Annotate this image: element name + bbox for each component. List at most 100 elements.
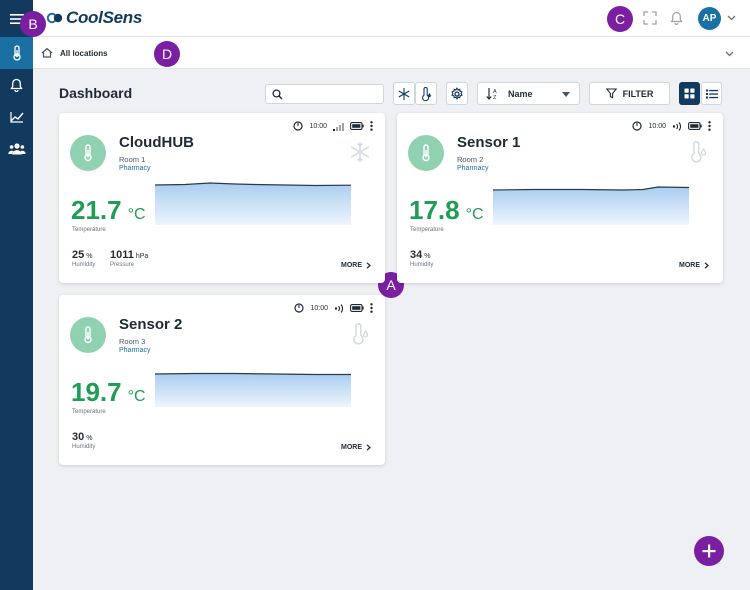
humidity-unit: % <box>86 253 93 260</box>
fullscreen-icon[interactable] <box>643 11 657 25</box>
thermometer-icon <box>84 326 92 344</box>
bell-icon <box>10 78 23 92</box>
more-link[interactable]: MORE <box>679 262 709 269</box>
more-label: MORE <box>341 444 362 451</box>
sidebar <box>0 0 33 590</box>
filter-button[interactable]: FILTER <box>589 82 670 105</box>
more-vertical-icon[interactable] <box>708 121 711 131</box>
list-icon <box>705 89 718 98</box>
grid-icon <box>684 88 695 99</box>
clock-icon <box>293 121 304 131</box>
more-label: MORE <box>341 262 362 269</box>
radio-wave-icon <box>672 121 682 131</box>
more-link[interactable]: MORE <box>341 444 371 451</box>
last-update-time: 10:00 <box>310 304 328 312</box>
sensor-name: Sensor 2 <box>119 316 183 333</box>
more-link[interactable]: MORE <box>341 262 371 269</box>
snowflake-icon <box>350 142 370 162</box>
sensor-room: Room 3 <box>119 337 146 346</box>
humidity-value: 25 <box>72 249 85 261</box>
humidity-metric: 30% Humidity <box>72 431 95 450</box>
sensor-site[interactable]: Pharmacy <box>119 347 151 354</box>
sensor-site[interactable]: Pharmacy <box>457 165 489 172</box>
chevron-down-icon[interactable] <box>727 15 736 21</box>
humidity-label: Humidity <box>72 262 96 268</box>
menu-icon <box>9 13 24 24</box>
search-icon <box>272 89 283 100</box>
settings-button[interactable] <box>446 82 468 105</box>
menu-button[interactable] <box>0 0 33 37</box>
sensor-name: Sensor 1 <box>457 134 521 151</box>
sidebar-item-reports[interactable] <box>0 101 33 133</box>
home-icon[interactable] <box>41 47 53 58</box>
last-update-time: 10:00 <box>309 122 327 130</box>
more-label: MORE <box>679 262 700 269</box>
humidity-unit: % <box>86 435 93 442</box>
sensor-name: CloudHUB <box>119 134 194 151</box>
sidebar-item-alerts[interactable] <box>0 69 33 101</box>
temperature-label: Temperature <box>72 409 106 415</box>
sensor-type-avatar <box>408 135 444 171</box>
pressure-label: Pressure <box>110 262 135 268</box>
app-name: CoolSens <box>66 8 143 27</box>
breadcrumb: All locations <box>33 37 750 69</box>
sensor-site[interactable]: Pharmacy <box>119 165 151 172</box>
sensor-type-avatar <box>70 317 106 353</box>
temperature-value: 19.7 °C <box>71 377 146 408</box>
thermo-drop-icon <box>353 323 369 345</box>
temperature-number: 17.8 <box>409 195 460 225</box>
sensor-card[interactable]: 10:00 Sensor 2 Room 3 Pharmacy 19.7 °C Te… <box>59 295 385 465</box>
temperature-number: 21.7 <box>71 195 122 225</box>
temperature-sparkline <box>155 372 351 407</box>
chevron-right-icon <box>366 262 371 269</box>
battery-icon <box>350 304 364 312</box>
breadcrumb-location[interactable]: All locations <box>60 49 108 58</box>
sensor-type-avatar <box>70 135 106 171</box>
top-header: CoolSens AP <box>33 0 750 37</box>
hub-filter-button[interactable] <box>393 82 415 105</box>
pressure-unit: hPa <box>135 253 149 260</box>
sensor-card[interactable]: 10:00 Sensor 1 Room 2 Pharmacy 17.8 °C Te… <box>397 113 723 283</box>
user-avatar[interactable]: AP <box>698 7 721 30</box>
temperature-unit: °C <box>127 388 146 405</box>
temperature-label: Temperature <box>72 227 106 233</box>
grid-view-button[interactable] <box>679 82 700 105</box>
thermo-drop-icon <box>691 141 707 163</box>
temperature-label: Temperature <box>410 227 444 233</box>
card-status-bar: 10:00 <box>632 121 711 131</box>
list-view-button[interactable] <box>701 82 722 105</box>
gear-icon <box>451 86 463 100</box>
sort-caret-icon <box>562 92 570 97</box>
sort-az-icon: AZ <box>486 88 497 100</box>
humidity-metric: 25% Humidity <box>72 249 95 268</box>
marker-d: D <box>154 41 180 67</box>
battery-icon <box>350 122 364 130</box>
humidity-label: Humidity <box>410 262 434 268</box>
sensor-room: Room 1 <box>119 155 146 164</box>
thermometer-icon <box>84 144 92 162</box>
cell-signal-icon <box>333 122 344 131</box>
breadcrumb-chevron-icon[interactable] <box>725 51 734 57</box>
sidebar-item-sensors[interactable] <box>0 37 33 69</box>
logo-icon <box>47 12 63 24</box>
sensor-card[interactable]: 10:00 CloudHUB Room 1 Pharmacy 21.7 °C Te… <box>59 113 385 283</box>
more-vertical-icon[interactable] <box>370 303 373 313</box>
search-input[interactable] <box>265 84 384 104</box>
add-sensor-button[interactable] <box>694 536 724 566</box>
users-icon <box>7 143 26 155</box>
sensor-filter-button[interactable] <box>415 82 437 105</box>
app-logo: CoolSens <box>47 8 142 28</box>
battery-icon <box>688 122 702 130</box>
notifications-icon[interactable] <box>670 11 683 25</box>
filter-icon <box>605 88 617 99</box>
pressure-metric: 1011 hPa Pressure <box>110 249 148 268</box>
clock-icon <box>294 303 305 313</box>
page-title: Dashboard <box>59 85 133 101</box>
more-vertical-icon[interactable] <box>370 121 373 131</box>
sort-value: Name <box>508 88 533 99</box>
sidebar-item-users[interactable] <box>0 133 33 165</box>
marker-b: B <box>20 11 46 37</box>
humidity-metric: 34% Humidity <box>410 249 433 268</box>
temperature-sparkline <box>155 182 351 225</box>
